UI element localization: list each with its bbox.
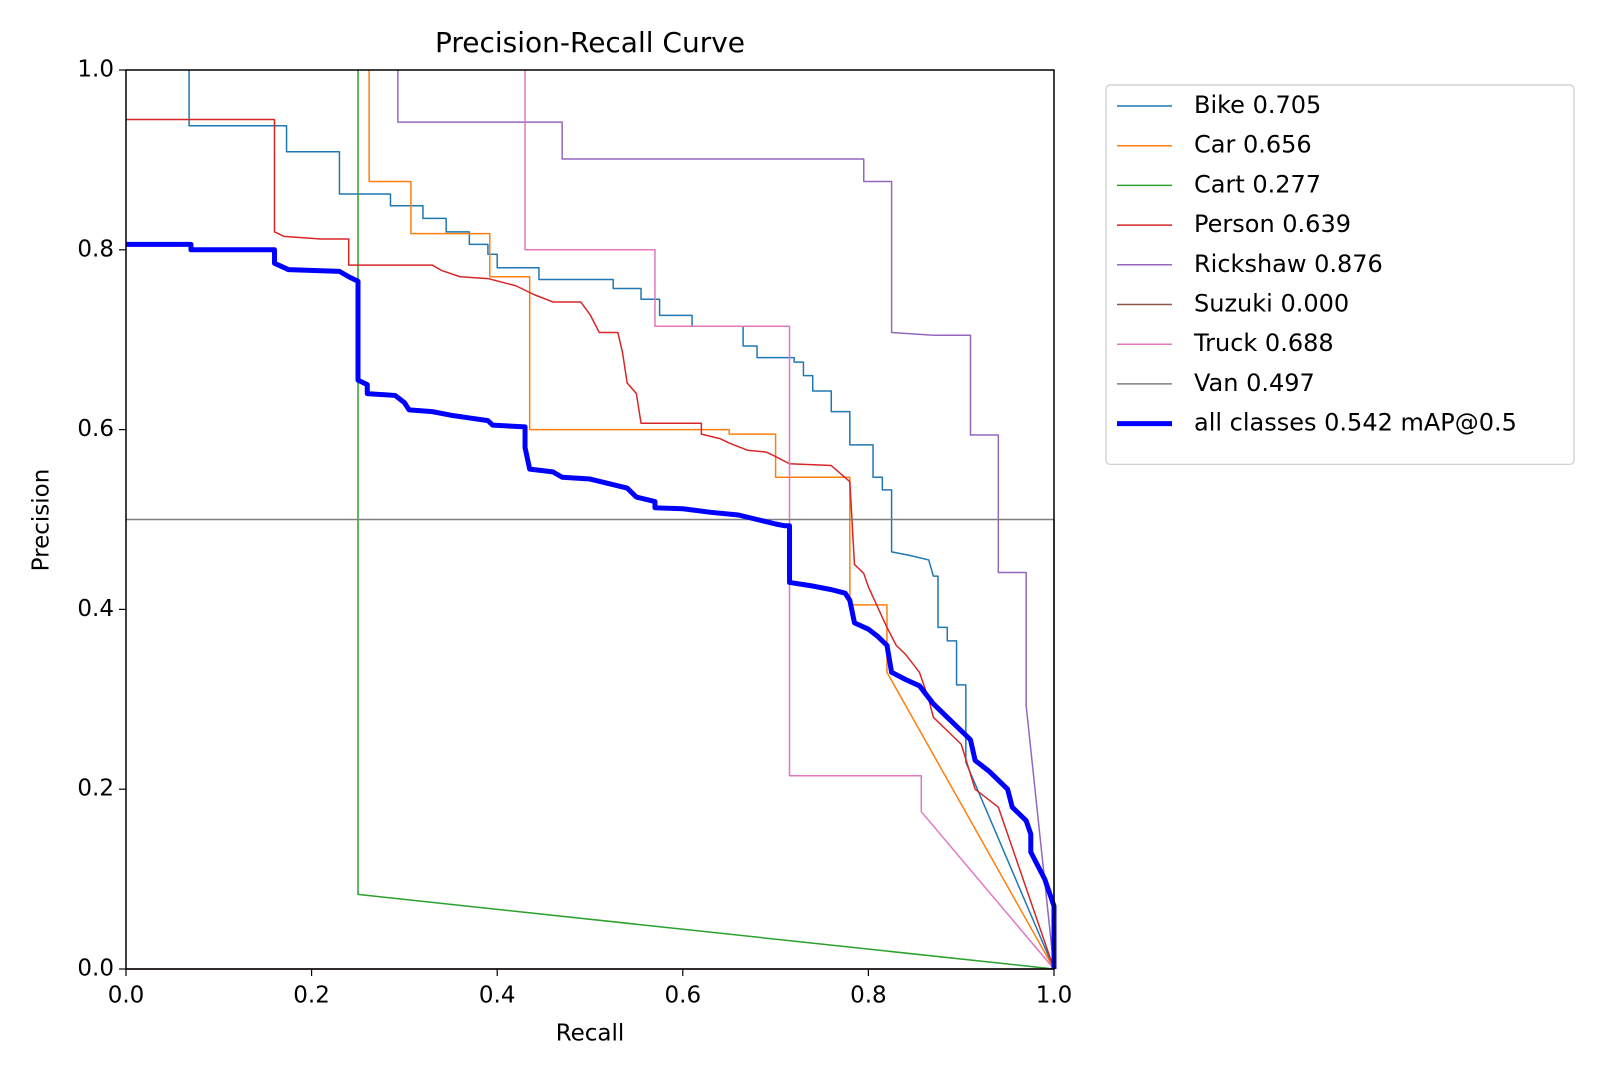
y-tick-label: 0.0 [77,956,114,982]
y-tick-label: 0.6 [77,416,114,442]
y-tick-label: 1.0 [77,57,114,83]
pr-curve [126,118,1055,970]
x-tick-label: 0.8 [850,983,887,1009]
x-tick-label: 0.4 [479,983,516,1009]
legend-label: Van 0.497 [1194,369,1315,397]
legend-label: Person 0.639 [1194,210,1351,238]
legend-label: Truck 0.688 [1193,329,1334,357]
x-axis-label: Recall [556,1021,625,1047]
x-tick-label: 1.0 [1036,983,1073,1009]
legend-label: Rickshaw 0.876 [1194,250,1383,278]
plot-frame [125,69,1055,970]
x-tick-label: 0.2 [293,983,330,1009]
legend: Bike 0.705 Car 0.656 Cart 0.277 Person 0.63… [1105,84,1575,465]
y-tick-label: 0.4 [77,596,114,622]
pr-curve [368,70,1055,970]
y-axis-label: Precision [29,469,55,572]
pr-curve [126,241,1057,969]
legend-label: Suzuki 0.000 [1194,290,1349,318]
legend-label: all classes 0.542 mAP@0.5 [1194,409,1517,437]
legend-label: Bike 0.705 [1194,91,1321,119]
chart-title: Precision-Recall Curve [435,26,745,59]
pr-curve [188,70,1055,970]
y-tick-label: 0.8 [77,236,114,262]
legend-box [1105,84,1575,465]
pr-curve [397,70,1055,970]
legend-label: Car 0.656 [1194,131,1312,159]
x-tick-label: 0.6 [665,983,702,1009]
pr-curve [524,70,1055,970]
y-tick-label: 0.2 [77,776,114,802]
x-tick-label: 0.0 [108,983,145,1009]
legend-label: Cart 0.277 [1194,170,1321,198]
